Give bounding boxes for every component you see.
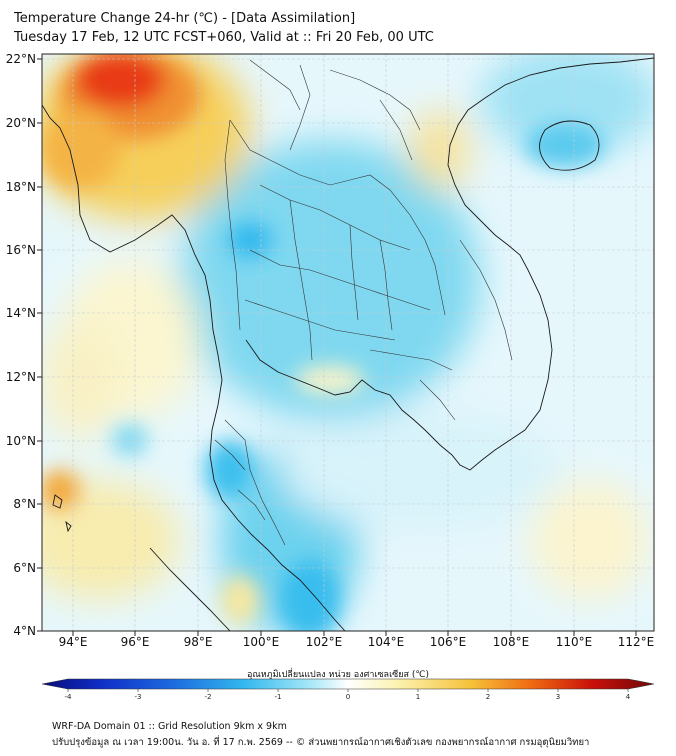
lat-label: 22°N bbox=[6, 52, 36, 66]
lon-label: 106°E bbox=[430, 635, 467, 649]
lon-label: 100°E bbox=[243, 635, 280, 649]
temperature-change-map: 22°N 20°N 18°N 16°N 14°N 12°N 10°N 8°N 6… bbox=[6, 52, 655, 649]
colorbar-tick: 3 bbox=[556, 693, 560, 701]
lat-label: 18°N bbox=[6, 180, 36, 194]
lon-label: 102°E bbox=[306, 635, 343, 649]
lon-label: 98°E bbox=[184, 635, 213, 649]
lat-label: 10°N bbox=[6, 434, 36, 448]
lon-label: 94°E bbox=[59, 635, 88, 649]
colorbar-tick: -1 bbox=[275, 693, 282, 701]
colorbar-tick: -4 bbox=[65, 693, 73, 701]
lon-label: 104°E bbox=[368, 635, 405, 649]
colorbar-title: อุณหภูมิเปลี่ยนแปลง หน่วย องศาเซลเซียส (… bbox=[246, 670, 430, 680]
lat-label: 12°N bbox=[6, 370, 36, 384]
lat-label: 14°N bbox=[6, 306, 36, 320]
footer-model-info: WRF-DA Domain 01 :: Grid Resolution 9km … bbox=[52, 721, 287, 732]
temperature-field bbox=[42, 54, 654, 631]
map-title: Temperature Change 24-hr (℃) - [Data Ass… bbox=[14, 11, 356, 26]
lat-label: 16°N bbox=[6, 243, 36, 257]
colorbar: -4 -3 -2 -1 0 1 2 3 4 bbox=[41, 678, 655, 701]
lon-label: 110°E bbox=[556, 635, 593, 649]
lat-label: 6°N bbox=[13, 561, 36, 575]
lon-label: 108°E bbox=[493, 635, 530, 649]
lon-label: 112°E bbox=[618, 635, 655, 649]
colorbar-tick: 2 bbox=[486, 693, 490, 701]
coastline bbox=[42, 57, 654, 631]
colorbar-tick: 4 bbox=[626, 693, 631, 701]
lat-label: 8°N bbox=[13, 497, 36, 511]
colorbar-tick: -3 bbox=[135, 693, 142, 701]
lat-label: 20°N bbox=[6, 116, 36, 130]
lat-label: 4°N bbox=[13, 624, 36, 638]
colorbar-tick: -2 bbox=[205, 693, 212, 701]
provincial-borders bbox=[214, 59, 513, 546]
lon-label: 96°E bbox=[121, 635, 150, 649]
colorbar-tick: 1 bbox=[416, 693, 420, 701]
footer-credit: ปรับปรุงข้อมูล ณ เวลา 19:00น. วัน อ. ที่… bbox=[52, 737, 590, 748]
colorbar-tick: 0 bbox=[346, 693, 350, 701]
map-subtitle: Tuesday 17 Feb, 12 UTC FCST+060, Valid a… bbox=[14, 30, 434, 45]
